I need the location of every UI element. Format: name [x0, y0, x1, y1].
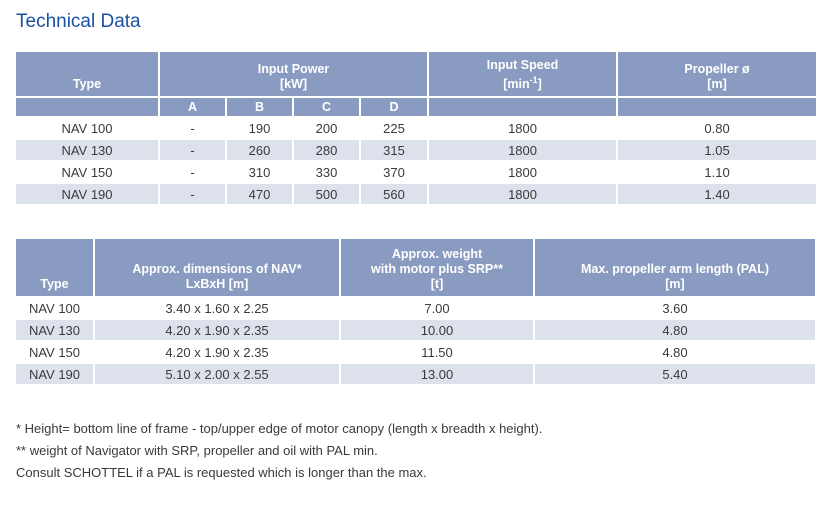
cell-power-c: 200	[294, 118, 359, 138]
weight-unit: [t]	[430, 277, 444, 291]
cell-power-d: 370	[361, 162, 428, 182]
dimensions-weight-table: Type Approx. dimensions of NAV* LxBxH [m…	[14, 237, 817, 386]
table-row: NAV 130 4.20 x 1.90 x 2.35 10.00 4.80	[16, 320, 815, 340]
cell-pal: 3.60	[535, 298, 815, 318]
cell-dimensions: 4.20 x 1.90 x 2.35	[95, 320, 339, 340]
cell-power-b: 310	[227, 162, 292, 182]
cell-speed: 1800	[429, 140, 617, 160]
input-speed-unit-prefix: [min	[503, 77, 530, 91]
input-speed-exponent: -1	[529, 74, 538, 85]
cell-weight: 11.50	[341, 342, 533, 362]
input-power-unit: [kW]	[279, 77, 308, 91]
cell-weight: 7.00	[341, 298, 533, 318]
table-row: NAV 100 - 190 200 225 1800 0.80	[16, 118, 817, 138]
table2-header-dimensions: Approx. dimensions of NAV* LxBxH [m]	[95, 239, 339, 296]
table1-header-row-2: A B C D	[16, 98, 817, 116]
cell-dimensions: 5.10 x 2.00 x 2.55	[95, 364, 339, 384]
table1-subheader-b: B	[227, 98, 292, 116]
footnote-consult: Consult SCHOTTEL if a PAL is requested w…	[16, 465, 427, 480]
table1-subheader-empty-speed	[429, 98, 617, 116]
table1-subheader-a: A	[160, 98, 225, 116]
cell-speed: 1800	[429, 118, 617, 138]
footnote-weight: ** weight of Navigator with SRP, propell…	[16, 443, 378, 458]
pal-unit: [m]	[665, 277, 685, 291]
cell-weight: 13.00	[341, 364, 533, 384]
cell-type: NAV 190	[16, 184, 158, 204]
cell-power-c: 330	[294, 162, 359, 182]
cell-power-d: 315	[361, 140, 428, 160]
table2-header-weight: Approx. weight with motor plus SRP** [t]	[341, 239, 533, 296]
cell-power-b: 470	[227, 184, 292, 204]
input-speed-unit: [min-1]	[429, 73, 616, 92]
cell-power-a: -	[160, 162, 225, 182]
pal-label: Max. propeller arm length (PAL)	[581, 262, 769, 276]
cell-power-b: 190	[227, 118, 292, 138]
cell-type: NAV 100	[16, 118, 158, 138]
dimensions-unit: LxBxH [m]	[185, 277, 249, 291]
weight-label-line1: Approx. weight	[391, 247, 483, 261]
technical-data-page: Technical Data Type Input Power [kW] Inp…	[0, 11, 830, 484]
cell-pal: 5.40	[535, 364, 815, 384]
table-row: NAV 190 5.10 x 2.00 x 2.55 13.00 5.40	[16, 364, 815, 384]
cell-type: NAV 150	[16, 342, 93, 362]
table1-subheader-d: D	[361, 98, 428, 116]
cell-pal: 4.80	[535, 320, 815, 340]
weight-label-line2: with motor plus SRP**	[371, 262, 503, 276]
cell-power-c: 280	[294, 140, 359, 160]
table1-subheader-empty-propeller	[618, 98, 817, 116]
table2-header-row: Type Approx. dimensions of NAV* LxBxH [m…	[16, 239, 815, 296]
table1-subheader-empty-type	[16, 98, 158, 116]
cell-dimensions: 4.20 x 1.90 x 2.35	[95, 342, 339, 362]
table2-header-type: Type	[16, 239, 93, 296]
table1-header-type: Type	[16, 52, 158, 96]
cell-type: NAV 130	[16, 320, 93, 340]
cell-power-a: -	[160, 140, 225, 160]
propeller-label: Propeller ø	[684, 62, 750, 76]
table-row: NAV 100 3.40 x 1.60 x 2.25 7.00 3.60	[16, 298, 815, 318]
table1-header-propeller: Propeller ø [m]	[618, 52, 817, 96]
cell-type: NAV 190	[16, 364, 93, 384]
cell-propeller: 1.40	[618, 184, 817, 204]
cell-type: NAV 150	[16, 162, 158, 182]
propeller-unit: [m]	[707, 77, 727, 91]
footnote-height: * Height= bottom line of frame - top/upp…	[16, 421, 543, 436]
cell-speed: 1800	[429, 162, 617, 182]
table1-header-input-speed: Input Speed [min-1]	[429, 52, 617, 96]
cell-power-d: 560	[361, 184, 428, 204]
page-title: Technical Data	[16, 11, 141, 32]
cell-power-b: 260	[227, 140, 292, 160]
input-speed-unit-suffix: ]	[537, 77, 542, 91]
input-speed-label: Input Speed	[486, 57, 559, 72]
cell-speed: 1800	[429, 184, 617, 204]
cell-power-a: -	[160, 118, 225, 138]
input-power-table: Type Input Power [kW] Input Speed [min-1…	[14, 50, 819, 206]
cell-propeller: 1.05	[618, 140, 817, 160]
cell-type: NAV 130	[16, 140, 158, 160]
cell-propeller: 0.80	[618, 118, 817, 138]
table-row: NAV 150 - 310 330 370 1800 1.10	[16, 162, 817, 182]
table1-subheader-c: C	[294, 98, 359, 116]
table1-header-row-1: Type Input Power [kW] Input Speed [min-1…	[16, 52, 817, 96]
footnotes: * Height= bottom line of frame - top/upp…	[16, 418, 830, 484]
table-row: NAV 130 - 260 280 315 1800 1.05	[16, 140, 817, 160]
input-power-label: Input Power	[257, 62, 330, 76]
cell-power-a: -	[160, 184, 225, 204]
table1-header-input-power: Input Power [kW]	[160, 52, 428, 96]
cell-power-c: 500	[294, 184, 359, 204]
table2-header-pal: Max. propeller arm length (PAL) [m]	[535, 239, 815, 296]
table-row: NAV 150 4.20 x 1.90 x 2.35 11.50 4.80	[16, 342, 815, 362]
dimensions-label: Approx. dimensions of NAV*	[132, 262, 302, 276]
cell-pal: 4.80	[535, 342, 815, 362]
cell-power-d: 225	[361, 118, 428, 138]
table-row: NAV 190 - 470 500 560 1800 1.40	[16, 184, 817, 204]
cell-propeller: 1.10	[618, 162, 817, 182]
cell-type: NAV 100	[16, 298, 93, 318]
cell-weight: 10.00	[341, 320, 533, 340]
cell-dimensions: 3.40 x 1.60 x 2.25	[95, 298, 339, 318]
